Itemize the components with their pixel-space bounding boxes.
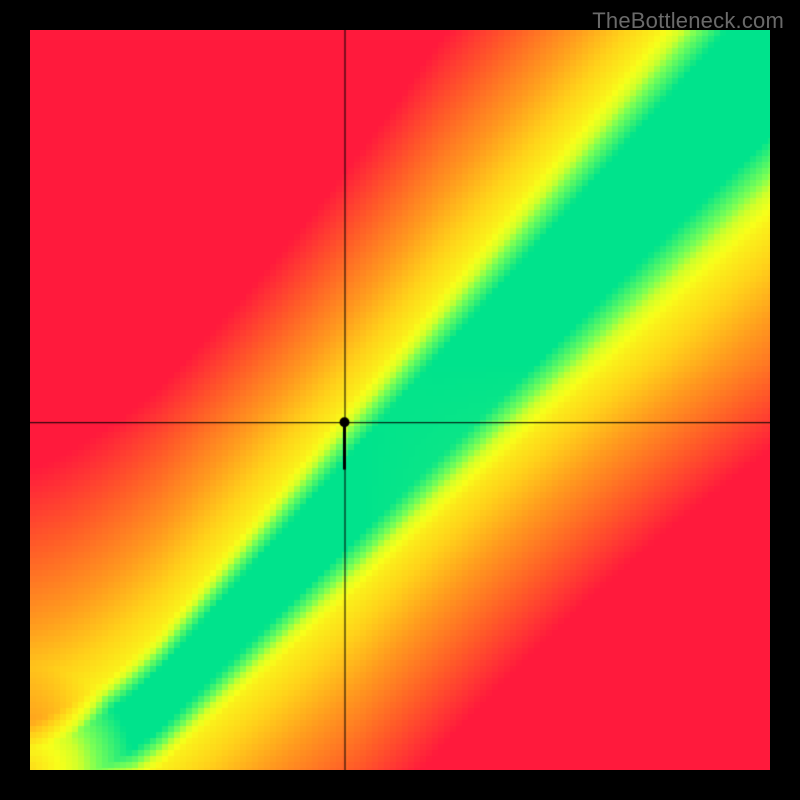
bottleneck-chart-container: TheBottleneck.com — [0, 0, 800, 800]
watermark-label: TheBottleneck.com — [592, 8, 784, 34]
bottleneck-heatmap-canvas — [30, 30, 770, 770]
